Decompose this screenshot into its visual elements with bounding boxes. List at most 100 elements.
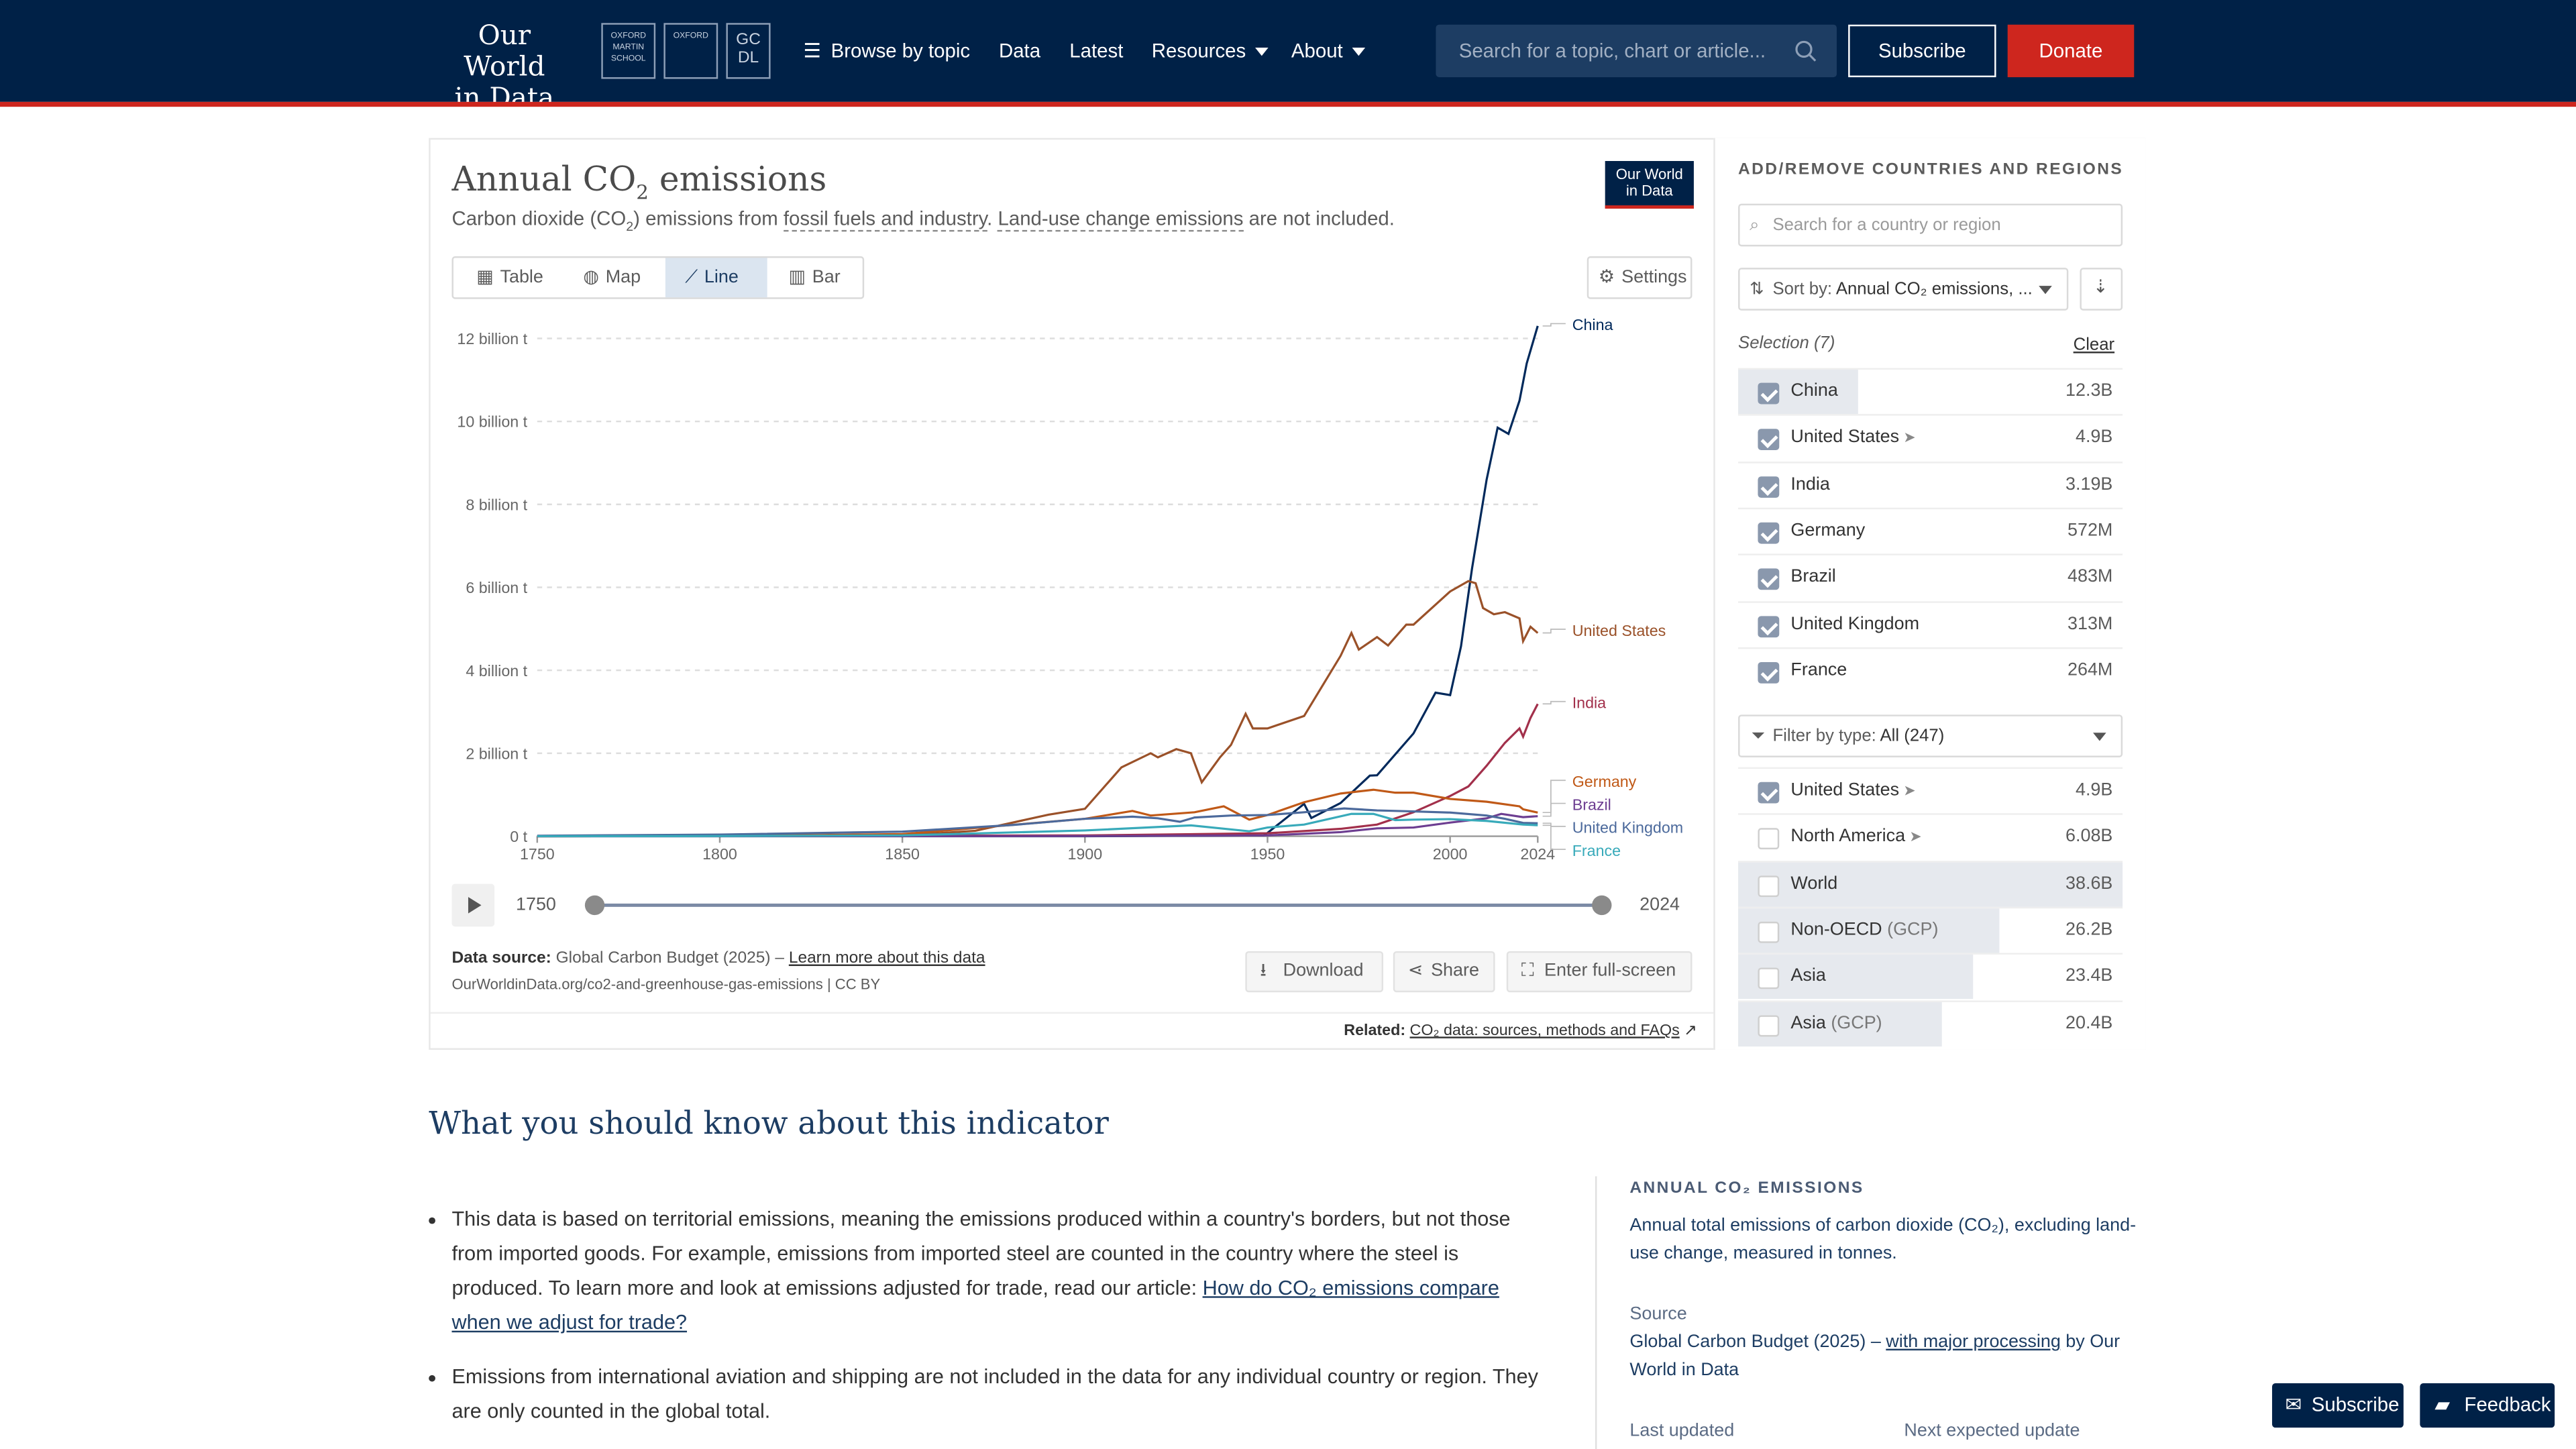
owid-badge-logo[interactable]: Our World in Data [1605,161,1694,209]
crest1-text: OXFORD MARTIN SCHOOL [610,31,646,64]
related-faq-link[interactable]: CO₂ data: sources, methods and FAQs [1409,1022,1680,1040]
subtitle-part: ) emissions from [633,207,784,230]
checkbox[interactable] [1758,921,1780,943]
entity-name: World [1790,873,1837,893]
indicator-note-1: This data is based on territorial emissi… [429,1203,1552,1341]
play-button[interactable] [451,883,495,927]
nav-latest-link[interactable]: Latest [1069,39,1124,63]
tab-label: Line [704,268,739,288]
sidebar.available-row[interactable]: Asia (GCP) 20.4B [1738,1000,2123,1046]
download-icon: ⭳ [1260,961,1267,981]
fullscreen-label: Enter full-screen [1544,961,1676,981]
checkbox[interactable] [1758,615,1780,637]
tab-label: Table [500,268,543,288]
key-info-description: Annual total emissions of carbon dioxide… [1629,1216,2137,1264]
source-text: Global Carbon Budget (2025) – [551,949,789,968]
tab-table[interactable]: ▦ Table [453,258,564,297]
sidebar.available-row[interactable]: Asia 23.4B [1738,953,2123,1000]
checkbox[interactable] [1758,429,1780,451]
learn-more-link[interactable]: Learn more about this data [788,949,985,968]
sidebar.available-row[interactable]: United States ➤ 4.9B [1738,767,2123,814]
feedback-button[interactable]: ▰ Feedback [2420,1383,2555,1428]
entity-label: North America [1790,826,1906,847]
country-search-input[interactable]: ⌕ Search for a country or region [1738,203,2123,247]
sort-order-button[interactable]: ⇣ [2080,268,2123,311]
timeline-start-label: 1750 [515,895,556,916]
entity-name: Non-OECD (GCP) [1790,920,1938,939]
tab-line[interactable]: ⟋ Line [665,258,767,298]
sidebar.available-row[interactable]: Non-OECD (GCP) 26.2B [1738,906,2123,953]
sort-dropdown[interactable]: ⇅ Sort by: Annual CO₂ emissions, ... [1738,268,2069,311]
entity-label: Asia [1790,1012,1826,1033]
nav-data-link[interactable]: Data [998,39,1041,63]
nav-resources-menu[interactable]: Resources [1152,40,1269,62]
table-icon: ▦ [476,268,494,288]
title-part: Annual CO [451,159,637,199]
about-label: About [1291,39,1343,63]
settings-label: Settings [1621,268,1687,288]
tab-label: Bar [812,268,841,288]
timeline-track[interactable] [594,903,1602,907]
subscribe-button[interactable]: Subscribe [1848,24,1996,78]
timeline-start-handle[interactable] [584,895,605,916]
settings-button[interactable]: ⚙ Settings [1587,256,1693,299]
browse-by-topic-button[interactable]: ☰ Browse by topic [804,40,970,62]
filter-dropdown[interactable]: ⏷ Filter by type: All (247) [1738,714,2123,757]
checkbox[interactable] [1758,967,1780,989]
download-button[interactable]: ⭳ Download [1245,951,1384,993]
owid-logo[interactable]: Our World in Data [440,19,568,113]
trade-article-link[interactable]: How do CO₂ emissions compare when we adj… [451,1276,1499,1334]
entity-name: Asia (GCP) [1790,1013,1882,1032]
clear-selection-link[interactable]: Clear [2073,335,2115,355]
entity-value: 264M [2067,660,2113,680]
donate-button[interactable]: Donate [2007,24,2135,78]
sidebar.available-row[interactable]: World 38.6B [1738,860,2123,906]
checkbox[interactable] [1758,661,1780,684]
checkbox[interactable] [1758,382,1780,405]
checkbox[interactable] [1758,568,1780,590]
processing-link[interactable]: with major processing [1886,1332,2061,1352]
location-arrow-icon: ➤ [1905,828,1922,845]
checkbox[interactable] [1758,1014,1780,1036]
fossil-fuels-link[interactable]: fossil fuels and industry [783,207,987,232]
top-nav: Our World in Data OXFORD MARTIN SCHOOL O… [0,0,2576,113]
tab-bar[interactable]: ▥ Bar [767,258,863,297]
sort-value: Annual CO₂ emissions, ... [1835,279,2033,299]
share-label: Share [1431,961,1479,981]
sidebar.selected-row[interactable]: Brazil 483M [1738,553,2123,600]
chat-bubble-icon: ▰ [2434,1393,2451,1417]
next-update-heading: Next expected update [1904,1421,2080,1441]
land-use-link[interactable]: Land-use change emissions [998,207,1244,232]
sidebar.selected-row[interactable]: France 264M [1738,647,2123,693]
site-search-input[interactable]: Search for a topic, chart or article... [1436,24,1837,78]
chart-tabs: ▦ Table ◍ Map ⟋ Line ▥ Bar [451,256,865,299]
timeline-end-handle[interactable] [1592,895,1612,916]
section-heading: What you should know about this indicato… [429,1106,1109,1142]
entity-suffix: (GCP) [1825,1012,1882,1033]
sidebar.selected-row[interactable]: United States ➤ 4.9B [1738,414,2123,461]
checkbox[interactable] [1758,476,1780,498]
entity-value: 12.3B [2065,381,2113,401]
sort-descending-icon: ⇣ [2093,277,2108,298]
related-link-row: Related: CO₂ data: sources, methods and … [1344,1022,1697,1040]
floating-subscribe-button[interactable]: ✉ Subscribe [2271,1383,2404,1428]
checkbox[interactable] [1758,875,1780,897]
sidebar.available-row[interactable]: North America ➤ 6.08B [1738,813,2123,860]
sidebar.selected-row[interactable]: Germany 572M [1738,507,2123,553]
checkbox[interactable] [1758,782,1780,804]
bar-chart-icon: ▥ [788,268,806,288]
sidebar.selected-row[interactable]: United Kingdom 313M [1738,600,2123,647]
checkbox[interactable] [1758,522,1780,544]
tab-map[interactable]: ◍ Map [564,258,665,297]
sidebar.selected-row[interactable]: India 3.19B [1738,461,2123,507]
sidebar.selected-row[interactable]: China 12.3B [1738,368,2123,415]
checkbox[interactable] [1758,828,1780,850]
entity-name: Brazil [1790,567,1835,586]
share-button[interactable]: ⋖ Share [1393,951,1495,993]
fullscreen-button[interactable]: ⛶ Enter full-screen [1506,951,1693,993]
nav-about-menu[interactable]: About [1291,40,1366,62]
entity-name: France [1790,660,1847,680]
filter-prefix: Filter by type: [1772,726,1880,746]
subtitle-part: Carbon dioxide (CO [451,207,627,230]
title-sub: 2 [636,180,649,204]
